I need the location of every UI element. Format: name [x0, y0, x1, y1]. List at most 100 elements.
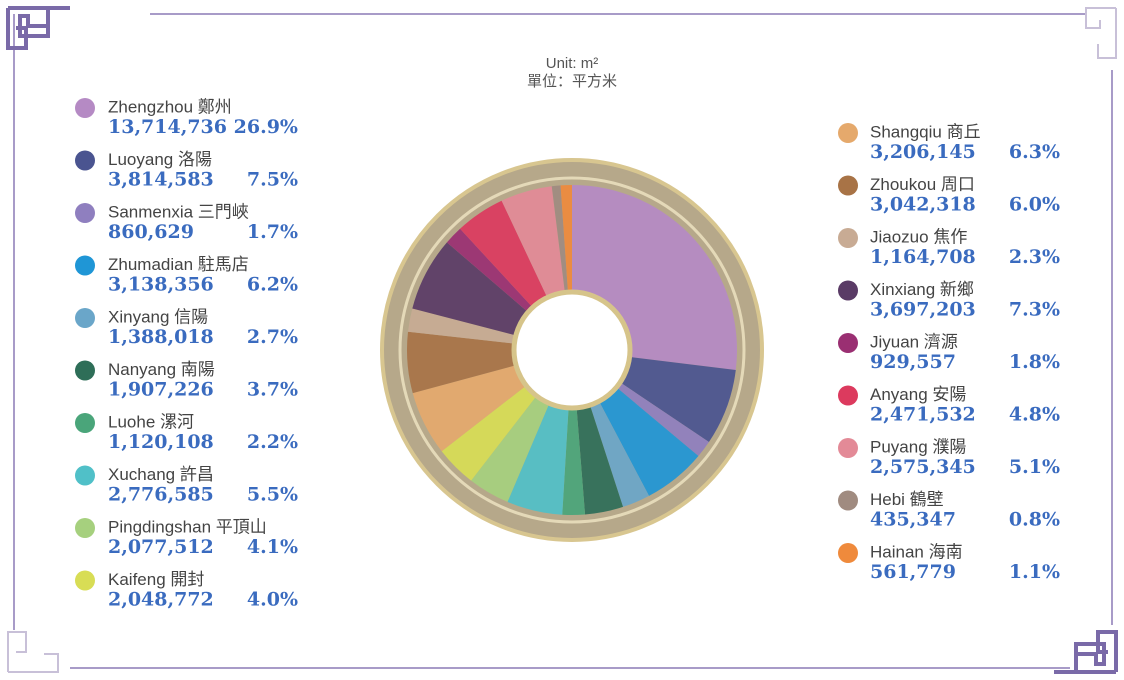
value-label: 2,048,772 — [108, 589, 214, 611]
legend-swatch — [838, 175, 858, 196]
legend-swatch — [75, 570, 95, 591]
legend-name: Zhengzhou 鄭州 — [108, 97, 232, 116]
slice — [408, 308, 524, 345]
slice — [471, 389, 553, 502]
legend-swatch — [838, 333, 858, 353]
percent-label: 4.0% — [247, 589, 298, 611]
value-label: 435,347 — [870, 509, 956, 531]
percent-label: 4.1% — [247, 536, 298, 558]
legend-name: Puyang 濮陽 — [870, 437, 966, 456]
legend-name: Hainan 海南 — [870, 542, 963, 561]
legend-name: Zhumadian 駐馬店 — [108, 255, 249, 274]
slice — [507, 396, 570, 515]
legend-name: Xinyang 信陽 — [108, 307, 208, 326]
slice — [610, 377, 709, 457]
percent-label: 3.7% — [247, 379, 298, 401]
value-label: 3,206,145 — [870, 141, 976, 163]
legend-name: Zhoukou 周口 — [870, 175, 975, 194]
percent-label: 0.8% — [1009, 509, 1060, 531]
legend-swatch — [75, 150, 95, 171]
legend-name: Luohe 漯河 — [108, 412, 194, 431]
slice — [441, 380, 542, 481]
slice — [587, 394, 650, 507]
value-label: 2,077,512 — [108, 536, 214, 558]
legend-swatch — [838, 228, 858, 248]
slice — [613, 356, 736, 443]
legend-swatch — [75, 98, 95, 118]
hole — [511, 289, 633, 411]
slice — [572, 185, 737, 370]
legend-swatch — [75, 465, 95, 486]
percent-label: 6.0% — [1009, 194, 1060, 216]
legend-name: Pingdingshan 平頂山 — [108, 517, 267, 536]
percent-label: 1.8% — [1009, 351, 1060, 373]
percent-label: 7.5% — [247, 169, 298, 191]
legend-swatch — [838, 280, 858, 301]
percent-label: 2.3% — [1009, 246, 1060, 268]
legend-swatch — [75, 255, 95, 276]
legend-name: Nanyang 南陽 — [108, 360, 215, 379]
slice — [560, 185, 572, 301]
percent-label: 6.3% — [1009, 141, 1060, 163]
legend-name: Jiyuan 濟源 — [870, 332, 958, 351]
legend-name: Sanmenxia 三門峽 — [108, 202, 249, 221]
legend-name: Anyang 安陽 — [870, 385, 966, 404]
legend-swatch — [75, 360, 95, 381]
value-label: 2,776,585 — [108, 484, 214, 506]
legend-name: Xuchang 許昌 — [108, 465, 214, 484]
slice — [460, 200, 551, 314]
percent-label: 7.3% — [1009, 299, 1060, 321]
value-label: 1,388,018 — [108, 326, 214, 348]
slice — [446, 228, 539, 318]
value-label: 13,714,736 — [108, 116, 227, 138]
legend-name: Shangqiu 商丘 — [870, 122, 981, 141]
legend-name: Luoyang 洛陽 — [108, 150, 212, 169]
legend-swatch — [838, 438, 858, 458]
value-label: 1,164,708 — [870, 246, 976, 268]
legend-swatch — [838, 490, 858, 511]
percent-label: 5.1% — [1009, 456, 1060, 478]
slice — [595, 382, 699, 496]
slice — [501, 186, 566, 305]
value-label: 3,138,356 — [108, 274, 214, 296]
value-label: 1,120,108 — [108, 431, 214, 453]
slices — [406, 185, 737, 515]
value-label: 929,557 — [870, 351, 956, 373]
slice — [412, 242, 535, 338]
value-label: 1,907,226 — [108, 379, 214, 401]
value-label: 860,629 — [108, 221, 194, 243]
ring-line — [398, 176, 746, 524]
legend-swatch — [75, 308, 95, 328]
slice — [562, 399, 586, 515]
percent-label: 6.2% — [247, 274, 298, 296]
percent-label: 4.8% — [1009, 404, 1060, 426]
value-label: 3,697,203 — [870, 299, 976, 321]
percent-label: 1.7% — [247, 221, 298, 243]
legend-name: Jiaozuo 焦作 — [870, 227, 967, 246]
value-label: 561,779 — [870, 561, 956, 583]
percent-label: 5.5% — [247, 484, 298, 506]
value-label: 3,042,318 — [870, 194, 976, 216]
legend-swatch — [838, 123, 858, 143]
value-label: 2,471,532 — [870, 404, 976, 426]
legend-name: Hebi 鶴壁 — [870, 490, 944, 509]
legend-swatch — [75, 518, 95, 538]
legend-name: Kaifeng 開封 — [108, 570, 204, 589]
percent-label: 2.7% — [247, 326, 298, 348]
legend-swatch — [838, 385, 858, 406]
slice — [575, 397, 624, 515]
frame — [6, 6, 1118, 674]
slice — [406, 331, 524, 394]
percent-label: 26.9% — [234, 116, 298, 138]
legend-swatch — [75, 413, 95, 433]
unit-label-zh: 單位：平方米 — [527, 73, 617, 90]
legend-swatch — [838, 543, 858, 563]
value-label: 3,814,583 — [108, 169, 214, 191]
value-label: 2,575,345 — [870, 456, 976, 478]
legend-name: Xinxiang 新鄉 — [870, 280, 974, 299]
slice — [551, 185, 569, 301]
legend-swatch — [75, 203, 95, 223]
